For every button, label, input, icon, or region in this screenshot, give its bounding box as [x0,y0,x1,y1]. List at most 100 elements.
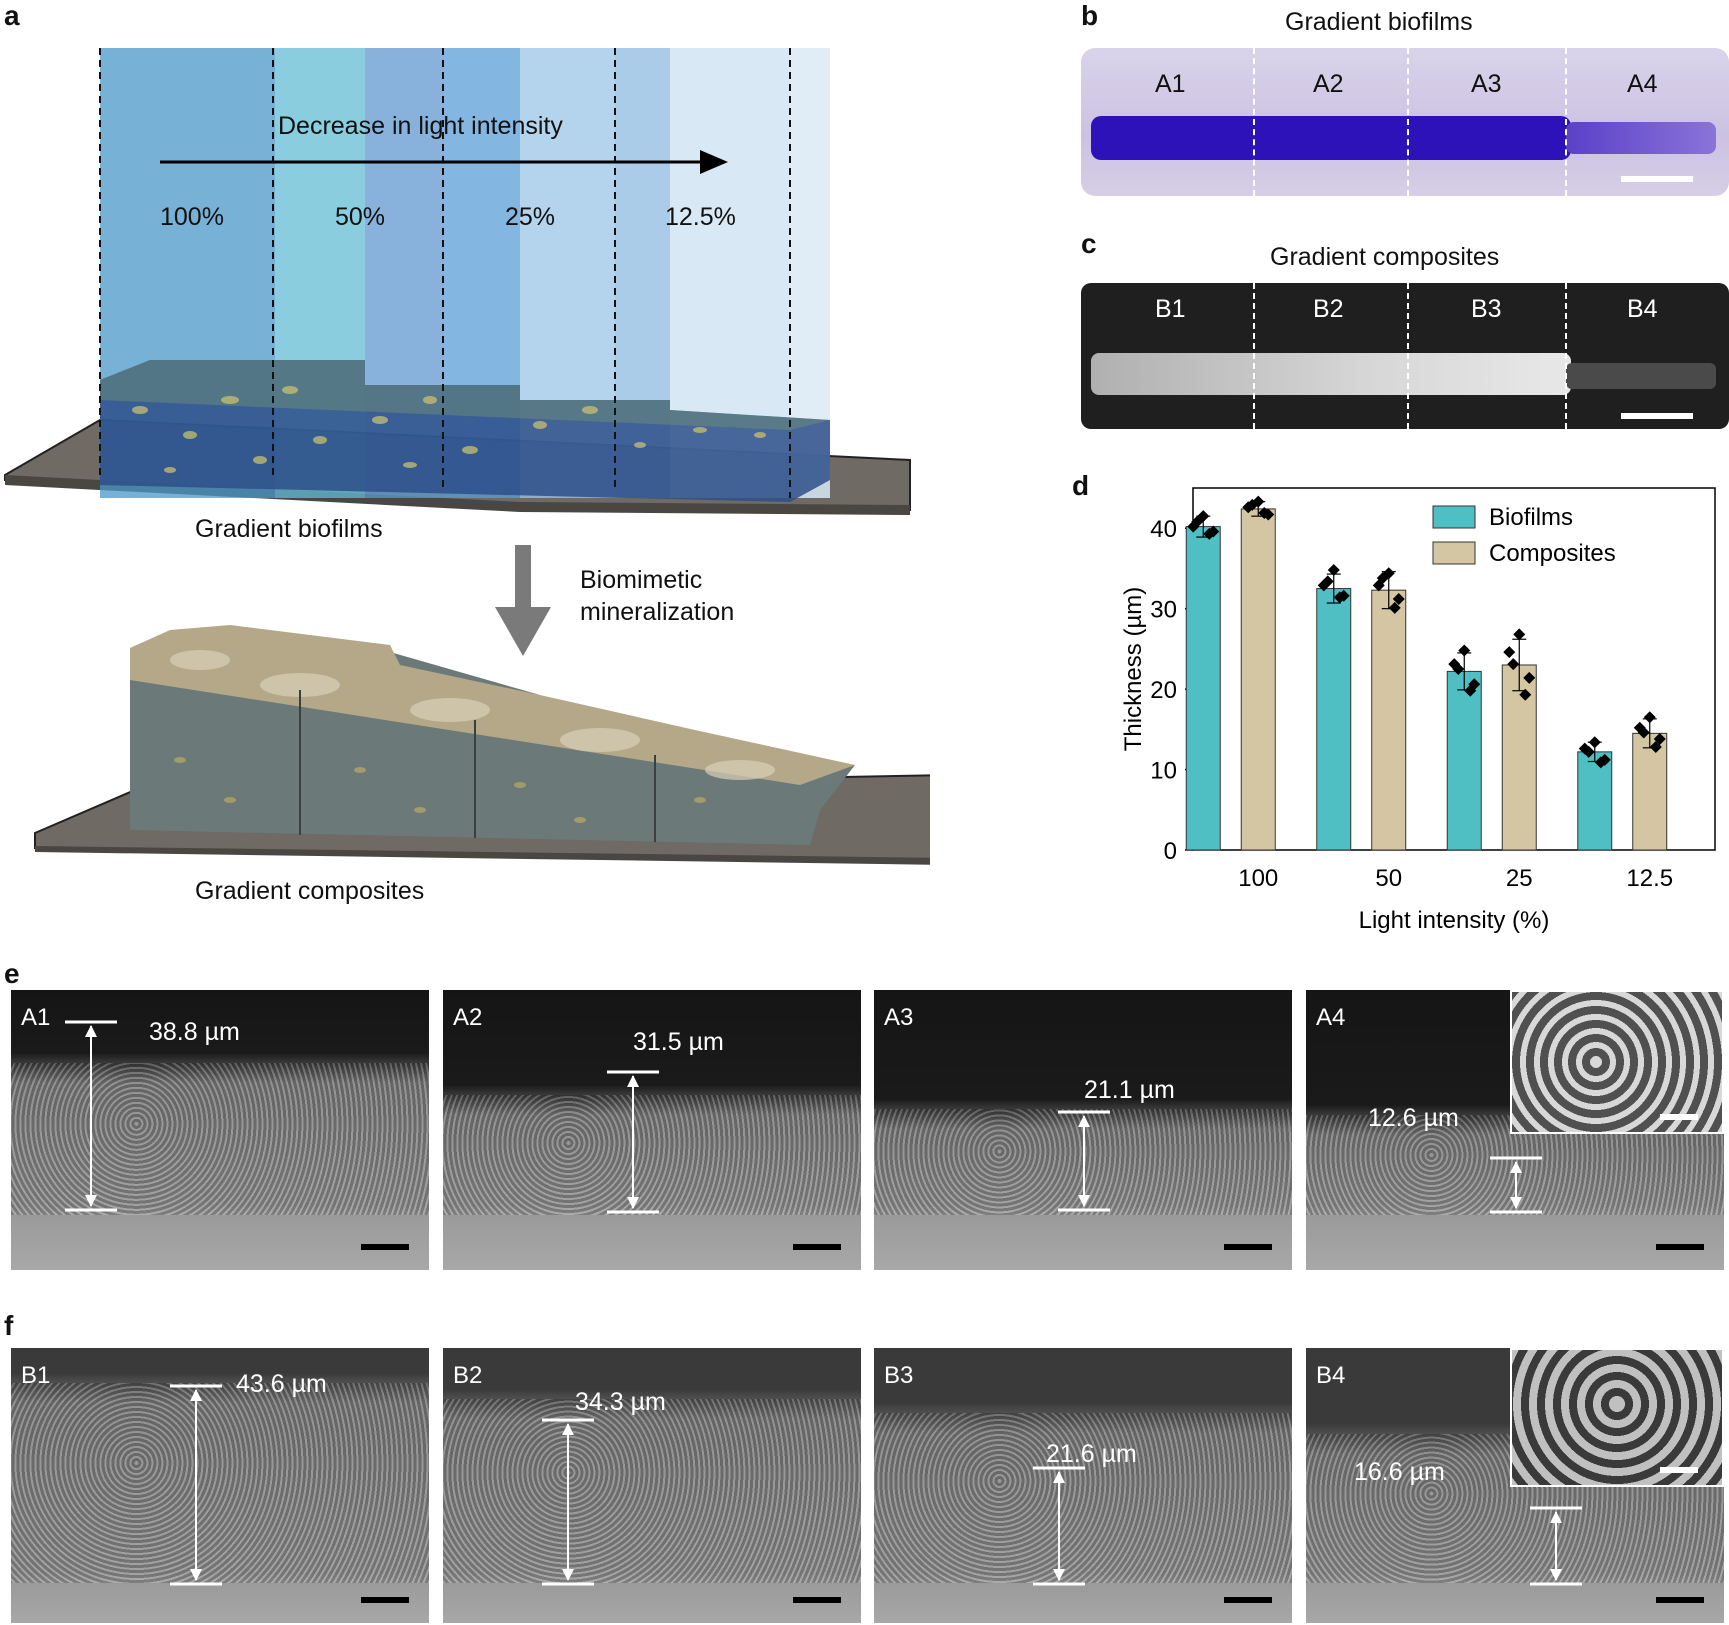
scale-bar [1621,413,1693,419]
scale-bar [1224,1244,1272,1250]
y-tick-label: 30 [1150,597,1177,624]
sem-image-label: A1 [21,1004,51,1031]
thickness-measurement: 12.6 µm [1368,1104,1459,1132]
sem-image-a3: A3 21.1 µm [874,990,1292,1270]
biofilm-band-faint [1566,122,1716,154]
scale-bar [793,1597,841,1603]
data-point [1207,525,1220,538]
data-point [1191,515,1204,528]
legend-entry: Composites [1489,540,1616,567]
data-point [1594,756,1607,769]
bar-composites [1240,508,1276,851]
thickness-measurement: 38.8 µm [149,1018,240,1046]
scale-bar [361,1597,409,1603]
legend-swatch [1432,541,1476,565]
data-point [1643,711,1656,724]
zoom-inset-image [1510,1348,1724,1487]
region-label-b1: B1 [1155,295,1186,323]
panel-a-arrow-text: Decrease in light intensity [278,112,563,140]
panel-c-title: Gradient composites [1270,243,1500,271]
x-tick-label: 50 [1375,865,1402,892]
data-point [1653,732,1666,745]
data-point [1388,601,1401,614]
scale-bar [1224,1597,1272,1603]
data-point [1392,593,1405,606]
panel-a-bottom-caption: Gradient composites [195,877,425,905]
measure-arrow [65,1020,117,1212]
region-label-a2: A2 [1313,70,1344,98]
bar-biofilms [1446,670,1482,851]
composite-band [1091,353,1571,395]
x-tick-label: 12.5 [1626,865,1673,892]
sem-image-label: B3 [884,1362,914,1389]
sem-image-a1: A1 38.8 µm [11,990,429,1270]
data-point [1197,510,1210,523]
data-point [1376,572,1389,585]
data-point [1317,579,1330,592]
data-point [1321,575,1334,588]
data-point [1382,567,1395,580]
data-point [1519,688,1532,701]
measure-arrow [170,1384,222,1586]
data-point [1507,658,1520,671]
thickness-measurement: 31.5 µm [633,1028,724,1056]
scale-bar [361,1244,409,1250]
panel-a-top-caption: Gradient biofilms [195,515,383,543]
data-point [1633,721,1646,734]
process-line-2: mineralization [580,598,735,626]
region-label-a4: A4 [1627,70,1658,98]
data-point [1458,644,1471,657]
thickness-bar-chart: 0 10 20 30 40 100 50 25 12.5 Light intensity (%) T… [1120,487,1716,934]
x-tick-label: 100 [1238,865,1278,892]
sem-image-a2: A2 31.5 µm [443,990,861,1270]
composite-strip-photo: B1 B2 B3 B4 [1081,283,1729,429]
measure-arrow [1058,1110,1110,1212]
measure-arrow [542,1418,594,1586]
sem-image-b3: B3 21.6 µm [874,1348,1292,1623]
sem-image-b2: B2 34.3 µm [443,1348,861,1623]
sem-image-label: A4 [1316,1004,1346,1031]
thickness-measurement: 34.3 µm [575,1388,666,1416]
data-point [1372,579,1385,592]
scale-bar [793,1244,841,1250]
intensity-label-25: 25% [505,203,556,231]
y-tick-label: 0 [1164,838,1177,865]
intensity-label-100: 100% [160,203,224,231]
legend-entry: Biofilms [1489,504,1573,531]
sem-image-b4: B4 16.6 µm [1306,1348,1724,1623]
region-label-b3: B3 [1471,295,1502,323]
data-point [1252,495,1265,508]
data-point [1503,646,1516,659]
measure-arrow [1530,1506,1582,1586]
x-tick-label: 25 [1506,865,1533,892]
sem-image-label: A2 [453,1004,483,1031]
legend-swatch [1432,505,1476,529]
sem-image-label: B2 [453,1362,483,1389]
scale-bar [1656,1244,1704,1250]
process-line-1: Biomimetic [580,566,703,594]
bar-biofilms [1316,588,1352,851]
fibrous-texture [443,1095,861,1215]
thickness-measurement: 21.1 µm [1084,1076,1175,1104]
panel-a-label: a [4,0,20,31]
data-point [1203,527,1216,540]
biofilm-band [1091,116,1571,160]
panel-d-label: d [1072,470,1090,501]
measure-arrow [1490,1156,1542,1214]
sem-image-label: B4 [1316,1362,1346,1389]
measure-arrow [607,1070,659,1214]
region-label-a1: A1 [1155,70,1186,98]
data-point [1582,745,1595,758]
fibrous-texture [11,1063,429,1215]
fibrous-texture [874,1413,1292,1583]
data-point [1523,671,1536,684]
intensity-label-50: 50% [335,203,386,231]
scale-bar [1656,1597,1704,1603]
intensity-label-12-5: 12.5% [665,203,736,231]
y-axis-label: Thickness (µm) [1120,587,1147,752]
x-axis-label: Light intensity (%) [1359,907,1550,934]
data-point [1333,591,1346,604]
panel-e-label: e [4,958,20,989]
biofilm-strip-photo: A1 A2 A3 A4 [1081,48,1729,196]
data-point [1513,628,1526,641]
